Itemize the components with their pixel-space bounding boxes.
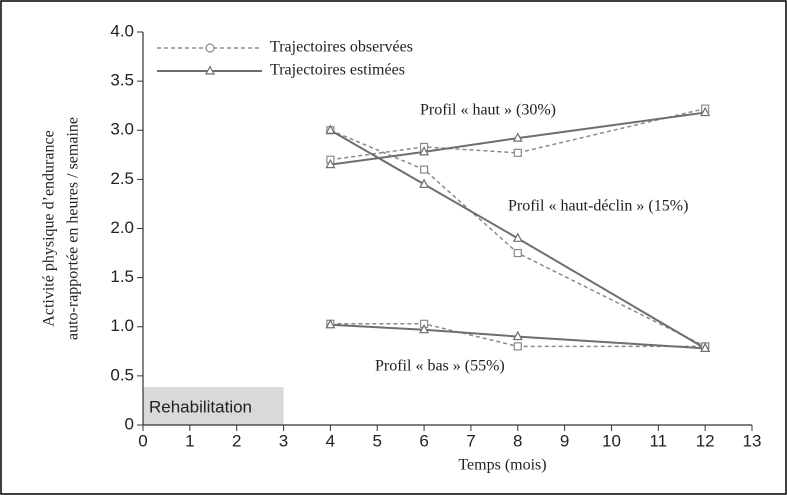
x-tick-label: 0 (138, 431, 147, 450)
y-tick-label: 3.0 (110, 120, 134, 139)
y-tick-label: 0.5 (110, 365, 134, 384)
data-point (700, 342, 711, 352)
series-line (330, 107, 706, 161)
legend-symbol (205, 43, 215, 53)
series-line (329, 129, 706, 350)
series-line (330, 323, 706, 350)
y-tick-label: 1.0 (110, 316, 134, 335)
y-axis-label: auto-rapportée en heures / semaine (65, 117, 82, 340)
data-point (325, 319, 336, 329)
x-tick-label: 8 (513, 431, 522, 450)
y-tick-label: 0 (125, 414, 134, 433)
data-point (513, 248, 522, 258)
y-tick-label: 1.5 (110, 267, 134, 286)
data-point (512, 330, 523, 341)
x-tick-label: 7 (466, 431, 475, 450)
data-point (513, 342, 522, 351)
data-point (419, 146, 430, 156)
x-tick-label: 11 (649, 431, 667, 450)
data-point (700, 106, 711, 117)
y-tick-label: 2.5 (110, 169, 134, 188)
x-tick-label: 9 (560, 431, 569, 450)
y-tick-label: 2.0 (110, 218, 134, 237)
legend-symbol (205, 65, 215, 75)
annotation: Profil « haut » (30%) (420, 102, 556, 119)
legend-label: Trajectoires estimées (270, 62, 405, 79)
annotation: Profil « bas » (55%) (375, 358, 505, 375)
shaded-region (143, 387, 284, 425)
x-axis-label: Temps (mois) (458, 457, 546, 474)
x-tick-label: 2 (232, 431, 241, 450)
data-point (325, 158, 336, 169)
x-tick-label: 3 (279, 431, 288, 450)
x-tick-label: 13 (743, 431, 762, 450)
shaded-region-label: Rehabilitation (149, 397, 252, 416)
data-point (512, 132, 523, 142)
x-tick-label: 12 (696, 431, 715, 450)
y-tick-label: 3.5 (110, 71, 134, 90)
data-point (419, 178, 430, 188)
data-point (512, 232, 523, 242)
annotation: Profil « haut-déclin » (15%) (508, 198, 688, 215)
x-tick-label: 5 (372, 431, 381, 450)
x-tick-label: 1 (185, 431, 194, 450)
data-point (325, 124, 336, 134)
data-point (513, 148, 522, 157)
x-tick-label: 4 (326, 431, 335, 450)
x-tick-label: 10 (602, 431, 621, 450)
x-tick-label: 6 (419, 431, 428, 450)
y-tick-label: 4.0 (110, 21, 134, 40)
legend-label: Trajectoires observées (270, 39, 413, 56)
y-axis-label: Activité physique d’endurance (41, 130, 58, 326)
data-point (419, 165, 429, 174)
data-point (419, 323, 430, 334)
series-line (330, 323, 706, 348)
